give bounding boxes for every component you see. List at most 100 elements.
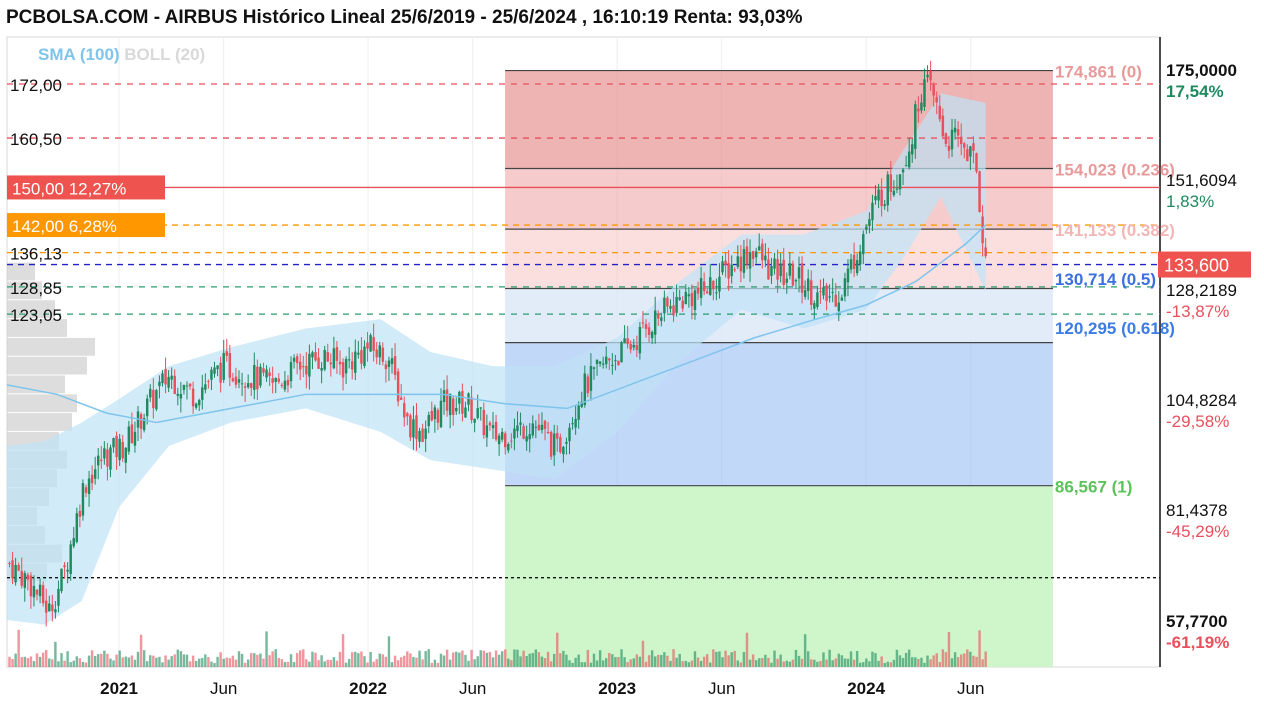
right-axis-price-1: 151,6094 [1166, 171, 1237, 190]
volume-bar [855, 651, 859, 667]
candle-body [332, 348, 336, 369]
volume-bar [390, 662, 394, 667]
left-price-label-4: 123,05 [10, 306, 62, 325]
candle-body [657, 314, 660, 319]
volume-bar [972, 655, 975, 667]
volume-bar [283, 662, 287, 667]
volume-profile-bar [7, 281, 42, 300]
volume-bar [335, 660, 339, 667]
candle-body [773, 258, 776, 269]
candle-body [461, 391, 464, 414]
candle-body [920, 102, 923, 111]
legend: SMA (100) BOLL (20) [38, 45, 205, 64]
candle-body [956, 129, 960, 136]
candle-body [546, 432, 550, 434]
x-tick-label-3: Jun [459, 679, 486, 698]
candle-body [598, 361, 602, 364]
candle-body [663, 297, 666, 314]
volume-bar [874, 653, 877, 667]
candle-body [173, 375, 176, 395]
candle-body [721, 261, 724, 273]
volume-profile-bar [7, 319, 67, 337]
volume-bar [464, 654, 467, 667]
candle-body [256, 366, 259, 390]
volume-bar [311, 651, 314, 667]
volume-bar [103, 650, 106, 667]
candle-body [280, 384, 284, 386]
candle-body [213, 367, 216, 374]
candle-body [577, 405, 580, 420]
volume-bar [433, 659, 437, 667]
volume-bar [142, 650, 146, 667]
volume-bar [14, 653, 17, 667]
candle-body [476, 408, 479, 419]
candle-body [112, 438, 115, 448]
candle-body [127, 426, 131, 452]
right-axis-price-4: 81,4378 [1166, 501, 1227, 520]
volume-bar [598, 650, 602, 667]
volume-bar [837, 653, 841, 667]
volume-bar [323, 661, 326, 667]
candle-body [638, 327, 642, 354]
candle-body [497, 435, 501, 445]
candle-body [932, 84, 935, 96]
candle-body [369, 335, 372, 352]
volume-bar [672, 649, 675, 667]
volume-bar [262, 658, 265, 667]
volume-bar [748, 659, 752, 667]
candle-body [54, 609, 57, 613]
candle-body [418, 430, 421, 442]
candle-body [378, 345, 381, 358]
volume-bar [357, 653, 360, 667]
candle-body [681, 300, 684, 309]
candle-body [923, 79, 926, 107]
volume-bar [317, 660, 320, 667]
volume-bar [736, 660, 740, 667]
candle-body [889, 174, 893, 192]
volume-bar [562, 650, 565, 667]
candle-body [693, 290, 697, 311]
candle-body [216, 365, 219, 370]
volume-bar [393, 655, 397, 667]
candle-body [712, 280, 715, 290]
candle-body [381, 347, 385, 362]
candle-body [167, 376, 170, 388]
candle-body [409, 415, 412, 438]
candle-body [507, 443, 510, 451]
volume-bar [904, 652, 908, 667]
x-tick-label-5: Jun [708, 679, 735, 698]
candle-body [742, 249, 746, 273]
candle-body [966, 149, 969, 162]
legend-sma: SMA (100) [38, 45, 124, 64]
candle-body [758, 246, 761, 251]
candle-body [403, 403, 406, 418]
volume-bar [914, 657, 917, 667]
volume-bar [761, 657, 764, 667]
volume-bar [461, 650, 464, 667]
candle-body [895, 188, 899, 190]
volume-bar [295, 653, 299, 667]
volume-bar [246, 659, 250, 667]
volume-bar [788, 661, 792, 667]
candle-body [565, 441, 568, 444]
candle-body [705, 291, 709, 294]
volume-bar [81, 661, 85, 667]
volume-bar [222, 658, 225, 667]
volume-bar [329, 659, 333, 667]
volume-bar [959, 654, 963, 667]
candle-body [632, 344, 635, 348]
candle-body [855, 260, 859, 274]
volume-bar [491, 657, 495, 667]
candle-body [347, 359, 351, 361]
candle-body [228, 353, 232, 378]
candle-body [886, 174, 889, 206]
candle-body [286, 379, 290, 386]
candle-body [185, 385, 189, 387]
candle-body [103, 448, 106, 459]
volume-bar [106, 653, 109, 667]
fib-label-2: 141,133 (0.382) [1055, 221, 1175, 240]
current-price-label: 133,600 [1164, 256, 1229, 276]
volume-bar [800, 658, 804, 667]
volume-bar [476, 656, 479, 667]
candle-body [556, 433, 559, 439]
